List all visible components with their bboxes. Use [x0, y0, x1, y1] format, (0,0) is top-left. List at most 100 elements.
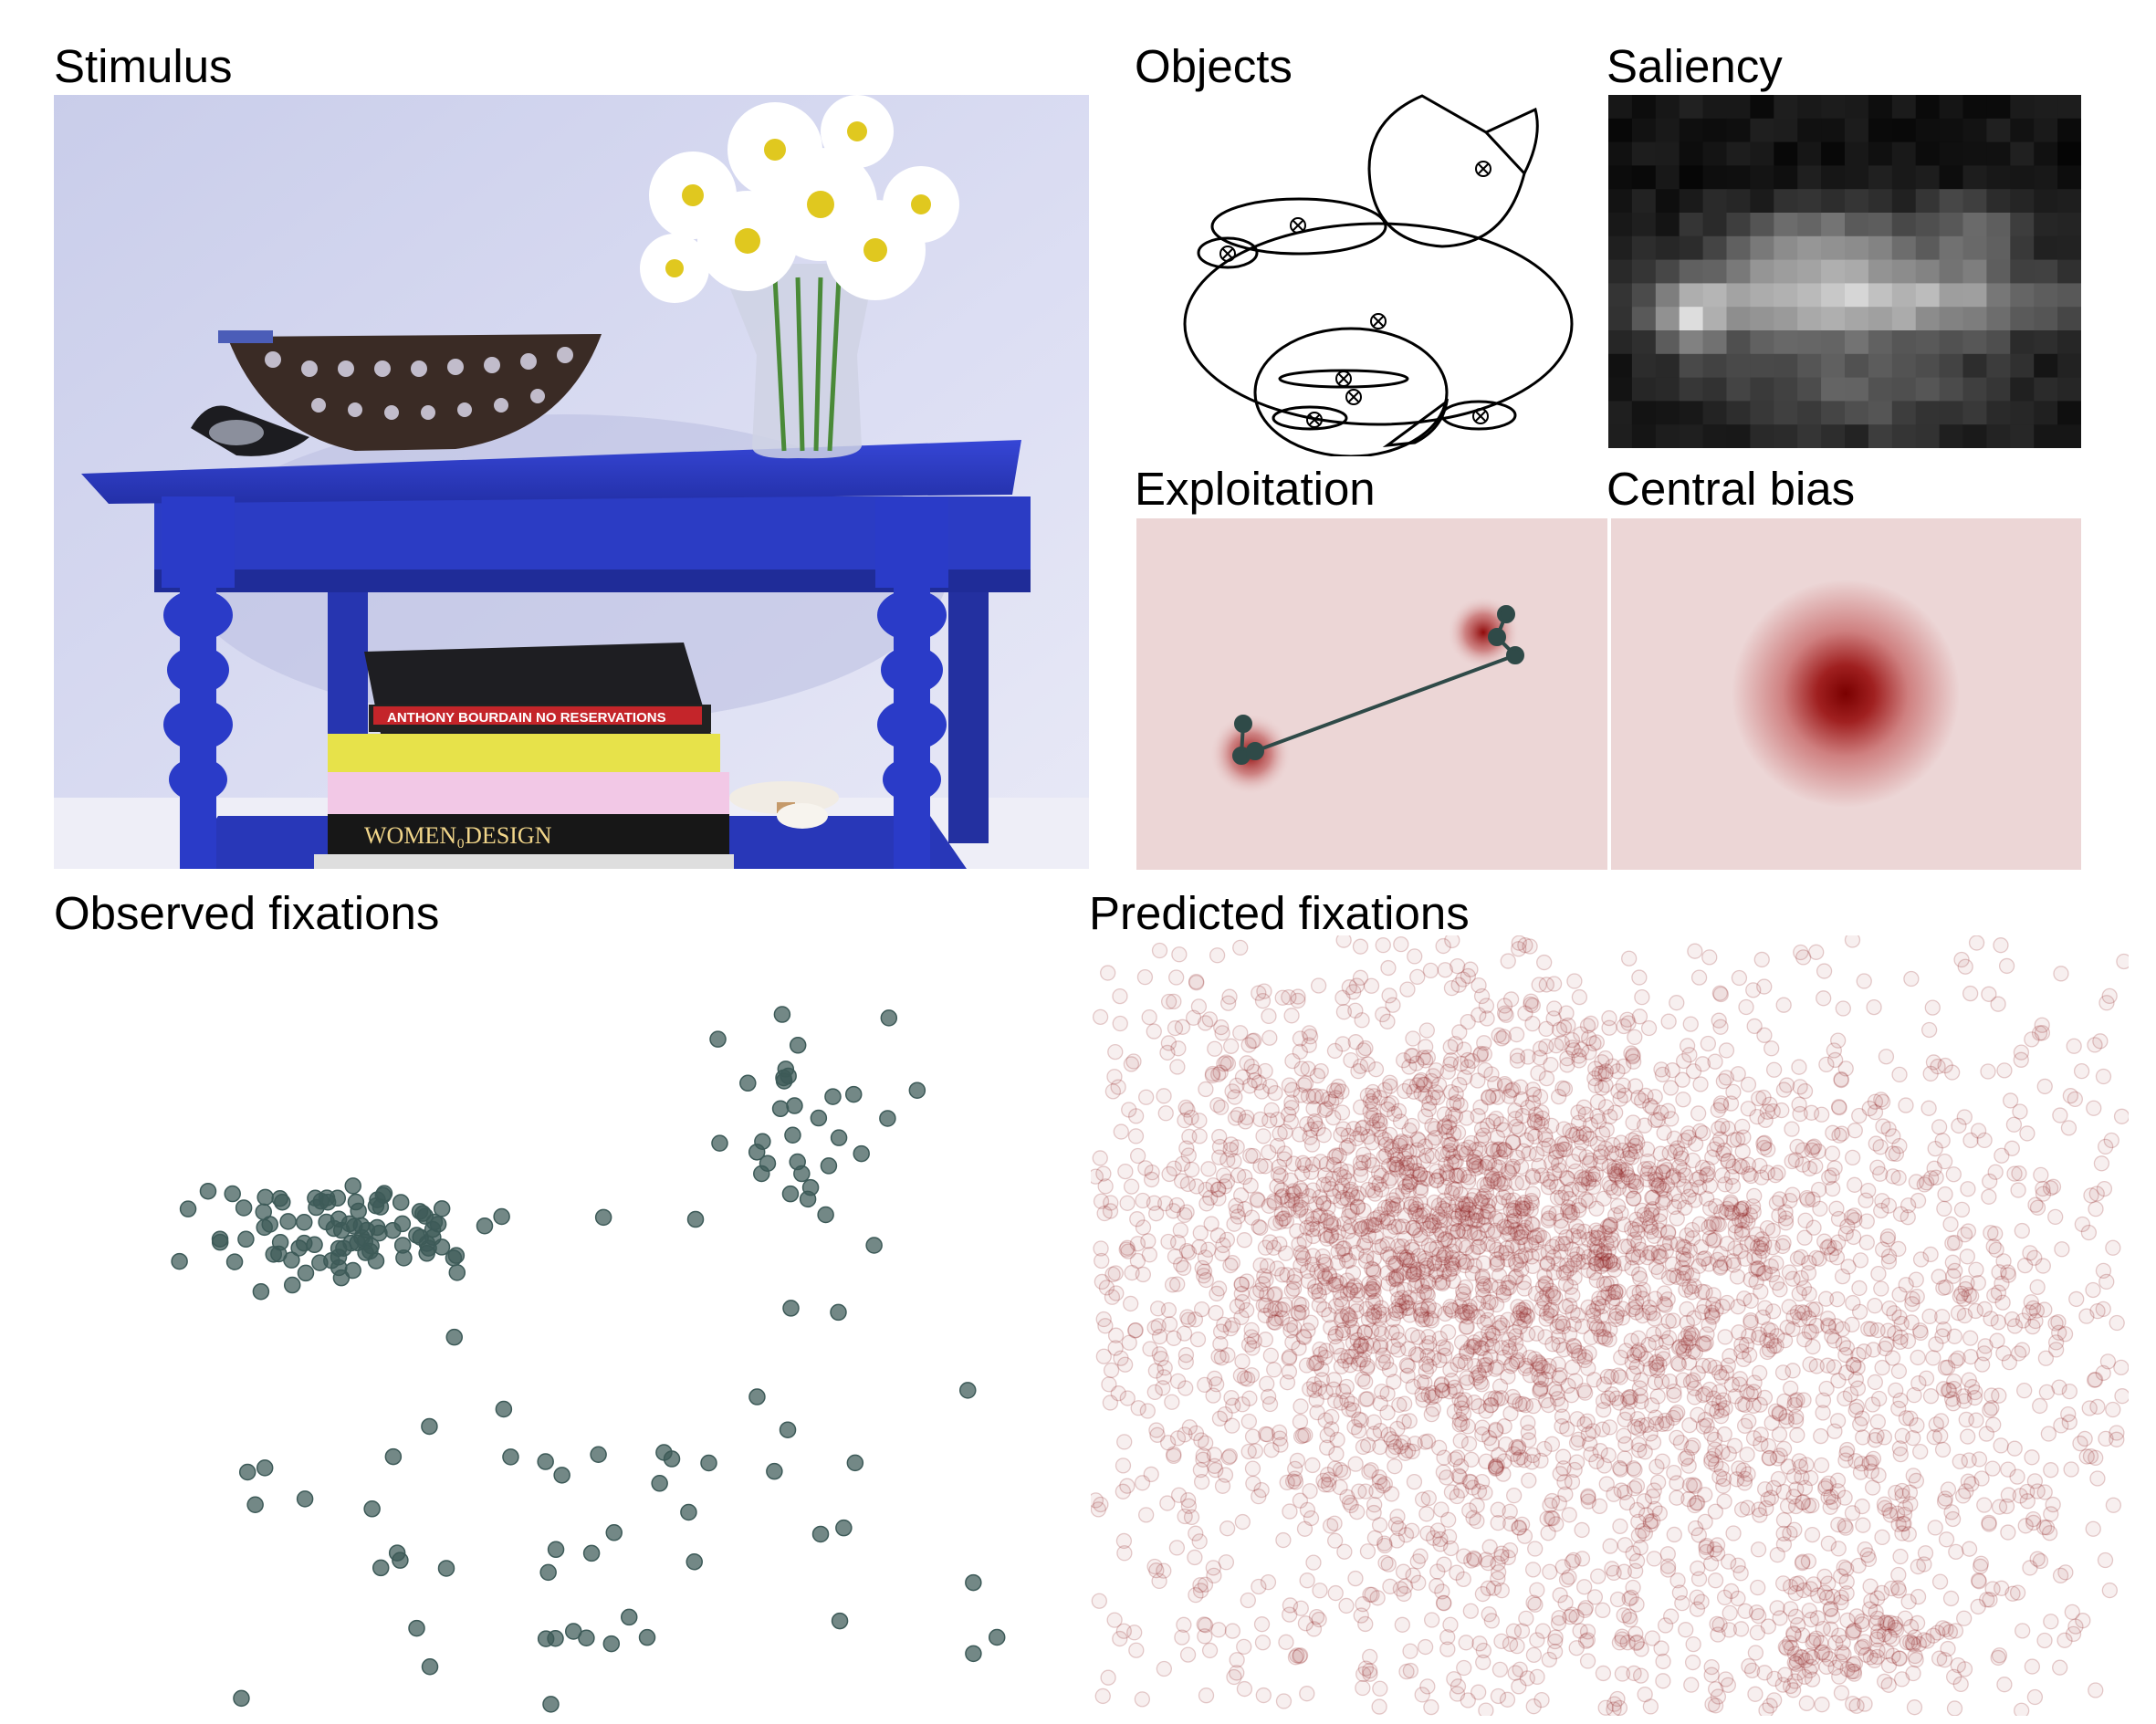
predicted-fixation-point: [1829, 1291, 1846, 1308]
predicted-fixation-point: [1910, 1192, 1927, 1209]
predicted-fixation-point: [1187, 1549, 1203, 1566]
predicted-fixation-point: [1610, 1367, 1627, 1384]
predicted-fixation-point: [1701, 1316, 1717, 1333]
predicted-fixation-point: [1593, 1258, 1610, 1274]
predicted-fixation-point: [1504, 1388, 1522, 1405]
predicted-fixation-point: [1557, 1486, 1574, 1502]
predicted-fixation-point: [1490, 1687, 1507, 1705]
saliency-cell: [1845, 259, 1869, 284]
predicted-fixation-point: [1791, 1096, 1807, 1113]
predicted-fixation-point: [1460, 1210, 1476, 1227]
predicted-fixation-point: [1629, 1344, 1646, 1361]
predicted-fixation-point: [1627, 1300, 1644, 1316]
predicted-fixation-point: [1354, 1120, 1371, 1136]
predicted-fixation-point: [1658, 1333, 1675, 1351]
predicted-fixation-point: [1418, 1022, 1435, 1039]
predicted-fixation-point: [1372, 1337, 1389, 1353]
predicted-fixation-point: [1293, 1304, 1310, 1321]
predicted-fixation-point: [2041, 1525, 2058, 1541]
predicted-fixation-point: [1580, 1493, 1596, 1510]
predicted-fixation-point: [1388, 1159, 1406, 1176]
predicted-fixation-point: [1371, 1113, 1387, 1129]
predicted-fixation-point: [1926, 1160, 1942, 1176]
predicted-fixation-point: [1514, 1175, 1531, 1191]
predicted-fixation-point: [1477, 1278, 1493, 1294]
predicted-fixation-point: [1332, 1166, 1348, 1184]
predicted-fixation-point: [1246, 1332, 1262, 1349]
predicted-fixation-point: [1983, 1225, 1999, 1241]
predicted-fixation-point: [1571, 1048, 1587, 1064]
predicted-fixation-point: [1626, 1190, 1642, 1207]
predicted-fixation-point: [1423, 1406, 1439, 1423]
predicted-fixation-point: [1509, 1052, 1526, 1069]
predicted-fixation-point: [1716, 1493, 1732, 1510]
predicted-fixation-point: [1370, 1303, 1387, 1320]
predicted-fixation-point: [1548, 1205, 1565, 1222]
predicted-fixation-point: [1528, 1234, 1544, 1251]
predicted-fixation-point: [1798, 1695, 1816, 1711]
predicted-fixation-point: [1659, 1162, 1675, 1178]
predicted-fixation-point: [1625, 1053, 1642, 1070]
predicted-fixation-point: [1388, 1269, 1405, 1285]
predicted-fixation-point: [1450, 977, 1467, 993]
predicted-fixation-point: [1631, 1008, 1648, 1025]
predicted-fixation-point: [1959, 1249, 1975, 1265]
predicted-fixation-point: [1622, 1145, 1638, 1163]
predicted-fixation-point: [1252, 1111, 1269, 1128]
predicted-fixation-point: [1679, 1038, 1696, 1054]
predicted-fixation-point: [1571, 1197, 1587, 1214]
predicted-fixation-point: [1523, 1216, 1540, 1232]
predicted-fixation-point: [1278, 1213, 1295, 1229]
predicted-fixation-point: [1829, 1483, 1847, 1499]
predicted-fixation-point: [1531, 1369, 1547, 1385]
predicted-fixation-point: [1600, 1447, 1617, 1464]
predicted-fixation-point: [1375, 1347, 1391, 1364]
predicted-fixation-point: [1321, 1307, 1337, 1323]
predicted-fixation-point: [1743, 1167, 1759, 1185]
observed-fixation-point: [789, 1037, 807, 1054]
saliency-cell: [1797, 353, 1822, 379]
saliency-cell: [1679, 189, 1704, 214]
saliency-cell: [1821, 118, 1846, 143]
predicted-fixation-point: [1720, 1120, 1736, 1137]
predicted-fixation-point: [1541, 1205, 1557, 1221]
predicted-fixation-point: [1360, 1311, 1377, 1328]
predicted-fixation-point: [1663, 1608, 1680, 1625]
saliency-cell: [2010, 424, 2035, 448]
predicted-fixation-point: [1261, 1029, 1278, 1046]
predicted-fixation-point: [1684, 1654, 1701, 1671]
predicted-fixation-point: [1147, 1363, 1165, 1379]
predicted-fixation-point: [1487, 1157, 1503, 1175]
predicted-fixation-point: [1749, 1625, 1766, 1641]
predicted-fixation-point: [1555, 1019, 1573, 1036]
predicted-fixation-point: [1885, 1128, 1901, 1144]
predicted-fixation-point: [1594, 1065, 1610, 1081]
predicted-fixation-point: [1493, 1340, 1511, 1356]
saliency-cell: [1845, 213, 1869, 237]
predicted-fixation-point: [1971, 1451, 1988, 1468]
predicted-fixation-point: [1239, 1301, 1255, 1319]
predicted-fixation-point: [1418, 1252, 1434, 1269]
saliency-cell: [1702, 235, 1727, 261]
predicted-fixation-point: [1907, 1647, 1923, 1665]
predicted-fixation-point: [1659, 1102, 1676, 1119]
predicted-fixation-point: [1759, 1219, 1776, 1237]
predicted-fixation-point: [1260, 1574, 1277, 1591]
observed-fixation-point: [537, 1630, 555, 1647]
predicted-fixation-point: [1443, 1185, 1460, 1202]
predicted-fixation-point: [1627, 1461, 1643, 1478]
predicted-fixation-point: [1541, 1137, 1557, 1154]
predicted-fixation-point: [1743, 1292, 1759, 1309]
predicted-fixation-point: [2095, 1301, 2111, 1318]
observed-fixation-point: [296, 1490, 314, 1508]
predicted-fixation-point: [1413, 1085, 1429, 1102]
predicted-fixation-point: [1867, 1298, 1883, 1314]
predicted-fixation-point: [1092, 1150, 1108, 1166]
predicted-fixation-point: [1604, 1561, 1620, 1577]
predicted-fixation-point: [1962, 1132, 1979, 1149]
predicted-fixation-point: [1824, 1145, 1841, 1162]
predicted-fixation-point: [1240, 1413, 1258, 1430]
saliency-cell: [1631, 330, 1657, 355]
predicted-fixation-point: [1495, 1029, 1512, 1045]
predicted-fixation-point: [2006, 1440, 2023, 1457]
